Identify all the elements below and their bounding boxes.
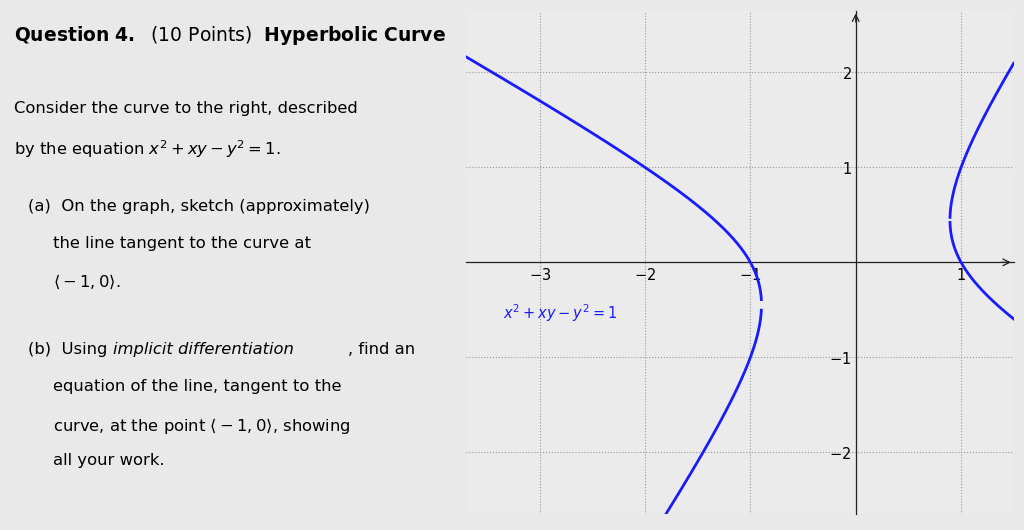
- Text: implicit differentiation: implicit differentiation: [113, 342, 294, 357]
- Text: curve, at the point $\langle -1, 0\rangle$, showing: curve, at the point $\langle -1, 0\rangl…: [53, 416, 350, 436]
- Text: by the equation $x^2 + xy - y^2 = 1$.: by the equation $x^2 + xy - y^2 = 1$.: [14, 138, 281, 160]
- Text: $x^2 + xy - y^2 = 1$: $x^2 + xy - y^2 = 1$: [503, 302, 616, 324]
- Text: , find an: , find an: [348, 342, 415, 357]
- Text: Consider the curve to the right, described: Consider the curve to the right, describ…: [14, 101, 357, 116]
- Text: all your work.: all your work.: [53, 453, 165, 468]
- Text: (b)  Using: (b) Using: [28, 342, 113, 357]
- Text: $\langle -1, 0\rangle$.: $\langle -1, 0\rangle$.: [53, 273, 121, 291]
- Text: the line tangent to the curve at: the line tangent to the curve at: [53, 236, 311, 251]
- Text: $\bf{Question\ 4.}$  (10 Points)  $\bf{Hyperbolic\ Curve}$: $\bf{Question\ 4.}$ (10 Points) $\bf{Hyp…: [14, 24, 445, 47]
- Text: equation of the line, tangent to the: equation of the line, tangent to the: [53, 379, 341, 394]
- Text: (a)  On the graph, sketch (approximately): (a) On the graph, sketch (approximately): [28, 199, 370, 214]
